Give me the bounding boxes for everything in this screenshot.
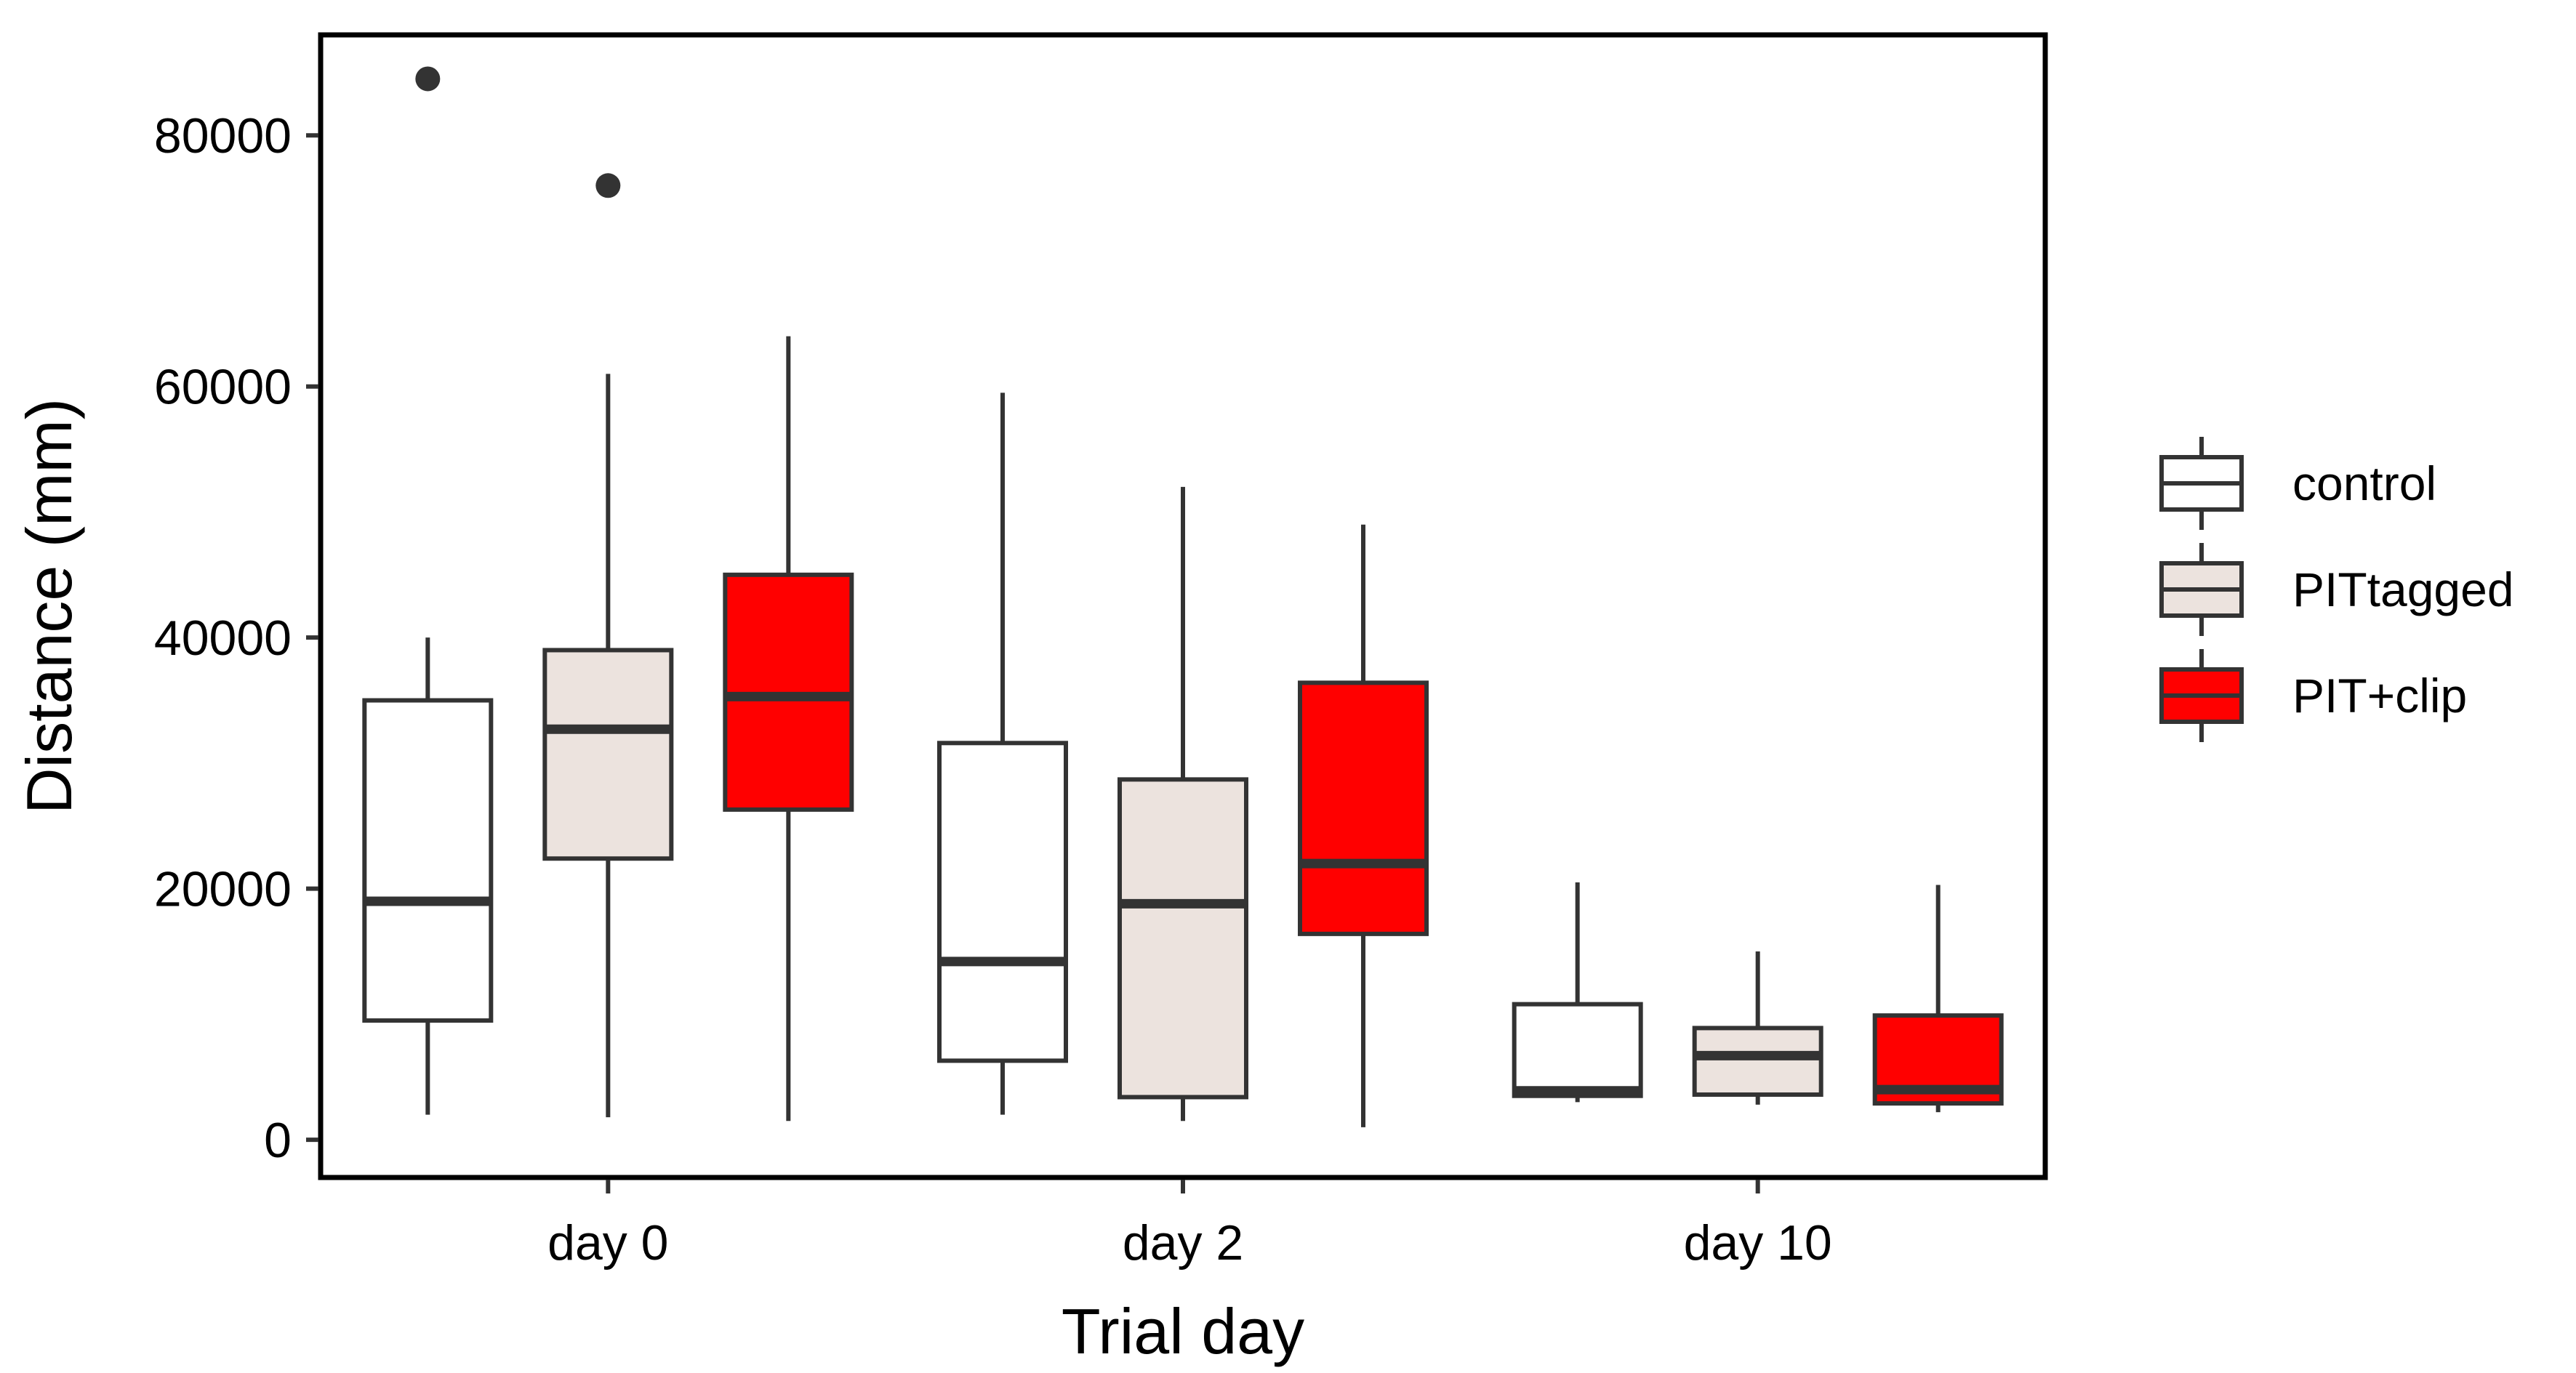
box	[542, 648, 674, 861]
legend-item-1: PITtagged	[2159, 543, 2514, 636]
y-axis-title: Distance (mm)	[13, 398, 85, 814]
legend-label: PITtagged	[2292, 563, 2514, 616]
series-0	[362, 66, 1643, 1115]
y-tick-label: 40000	[154, 611, 292, 666]
legend-label: PIT+clip	[2292, 669, 2467, 722]
box	[1512, 1002, 1643, 1098]
y-axis: 0 20000 40000 60000 80000	[154, 108, 318, 1168]
x-tick-label: day 2	[1123, 1215, 1243, 1271]
box	[937, 741, 1068, 1063]
box-layer	[362, 66, 2004, 1127]
box	[362, 698, 494, 1023]
x-axis: day 0 day 2 day 10	[547, 1180, 1832, 1271]
outlier-point	[595, 173, 621, 198]
x-axis-title: Trial day	[1062, 1295, 1304, 1367]
y-tick-label: 20000	[154, 862, 292, 917]
y-tick-label: 0	[264, 1113, 292, 1168]
box	[1692, 1026, 1823, 1097]
y-tick-label: 80000	[154, 108, 292, 164]
box	[1118, 777, 1248, 1100]
x-tick-label: day 10	[1684, 1215, 1832, 1271]
series-1	[542, 173, 1823, 1122]
y-tick-label: 60000	[154, 360, 292, 415]
legend-item-2: PIT+clip	[2159, 649, 2467, 742]
series-2	[723, 336, 2004, 1127]
legend-item-0: control	[2159, 437, 2436, 530]
outlier-point	[415, 66, 441, 92]
x-tick-label: day 0	[547, 1215, 668, 1271]
plot-panel-border	[318, 32, 2048, 1180]
legend-label: control	[2292, 456, 2436, 510]
legend: control PITtagged PIT+clip	[2159, 437, 2514, 742]
box	[1298, 680, 1429, 936]
